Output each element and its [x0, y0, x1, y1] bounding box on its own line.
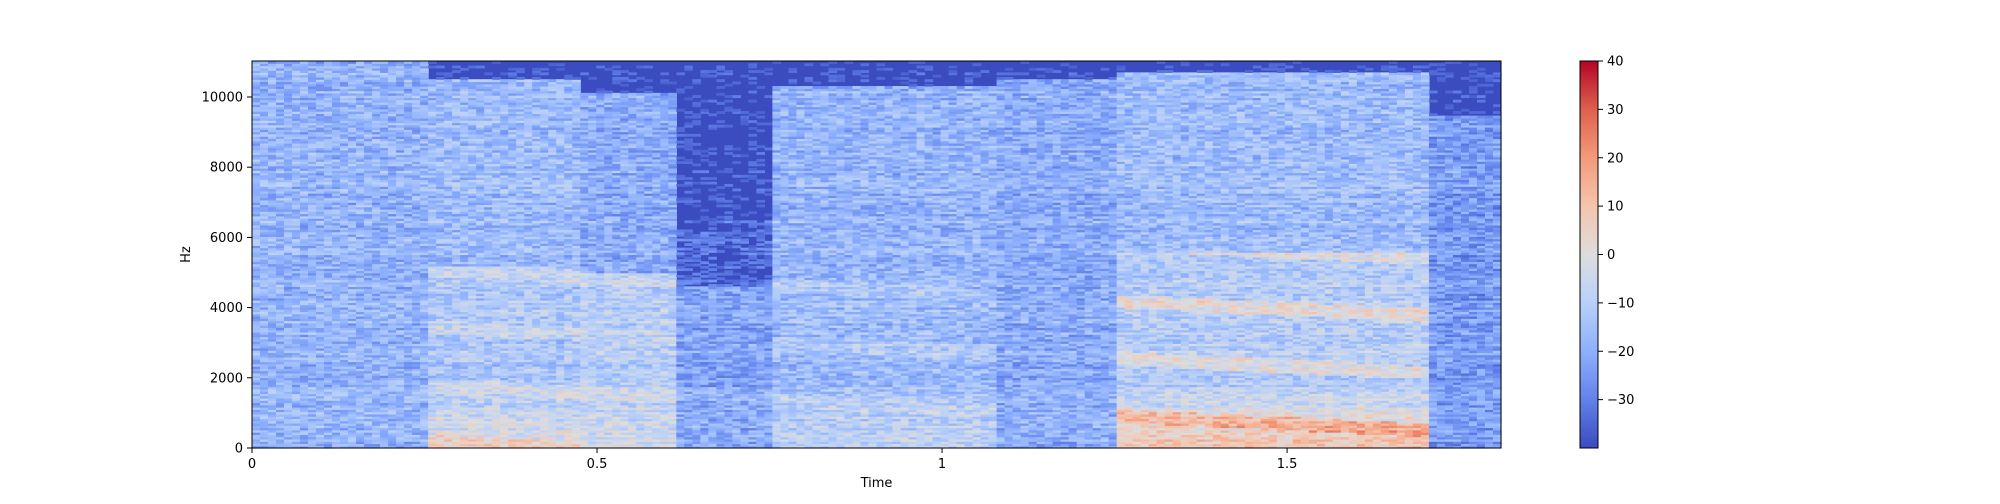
colorbar-tick-label: 0: [1607, 248, 1615, 263]
x-tick-label: 1.5: [1277, 457, 1298, 472]
colorbar-tick-label: 20: [1607, 151, 1624, 166]
colorbar-axis: −30 −20 −10 0 10 20 30 40: [1598, 55, 1634, 409]
y-tick-label: 4000: [210, 301, 243, 316]
x-tick-label: 0: [248, 457, 256, 472]
colorbar-tick-label: 30: [1607, 103, 1624, 118]
y-tick-label: 6000: [210, 231, 243, 246]
y-tick-label: 2000: [210, 371, 243, 386]
y-axis-label: Hz: [179, 246, 194, 263]
colorbar-tick-label: 10: [1607, 200, 1624, 215]
y-tick-label: 10000: [202, 90, 243, 105]
x-tick-label: 1: [938, 457, 946, 472]
colorbar-tick-label: −20: [1607, 345, 1634, 360]
colorbar-tick-label: −10: [1607, 296, 1634, 311]
colorbar: [1580, 61, 1598, 448]
x-tick-label: 0.5: [587, 457, 608, 472]
y-tick-label: 8000: [210, 161, 243, 176]
colorbar-tick-label: −30: [1607, 393, 1634, 408]
x-axis: 0 0.5 1 1.5: [248, 448, 1298, 472]
colorbar-tick-label: 40: [1607, 55, 1624, 70]
x-axis-label: Time: [860, 476, 893, 491]
y-axis: 0 2000 4000 6000 8000 10000: [202, 90, 252, 456]
y-tick-label: 0: [235, 442, 243, 457]
spectrogram-heatmap: [252, 61, 1502, 449]
